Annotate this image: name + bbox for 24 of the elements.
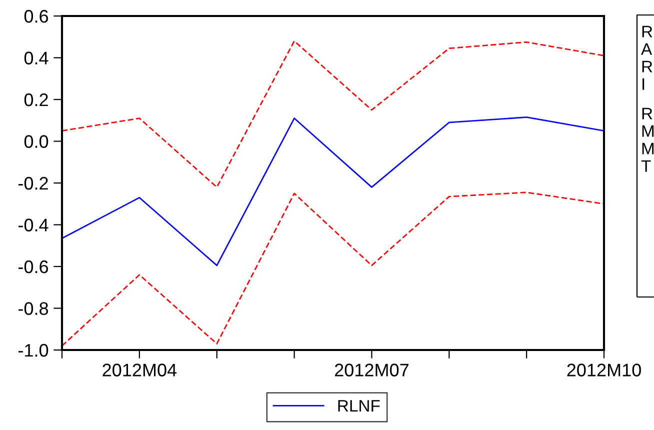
y-tick-label: -0.2 xyxy=(18,176,48,190)
y-tick-label: -0.6 xyxy=(18,260,48,274)
legend-label: RLNF xyxy=(338,400,380,412)
text: R xyxy=(642,108,652,120)
text: M xyxy=(642,125,654,137)
text: R xyxy=(642,26,652,38)
y-tick-label: 0.0 xyxy=(24,135,48,148)
text: A xyxy=(641,43,652,55)
y-tick-label: 0.2 xyxy=(24,93,48,106)
y-tick-label: -0.4 xyxy=(18,218,48,232)
line-series xyxy=(62,116,604,266)
line-series xyxy=(62,40,604,188)
text: M xyxy=(642,142,654,154)
y-tick-label: -0.8 xyxy=(18,302,48,315)
x-tick-label: 2012M10 xyxy=(567,364,641,376)
text: T xyxy=(641,160,651,172)
y-tick-label: 0.6 xyxy=(24,10,48,23)
x-tick-label: 2012M04 xyxy=(102,364,177,376)
text: I xyxy=(642,78,644,90)
text: R xyxy=(642,60,652,72)
y-tick-label: -1.0 xyxy=(18,344,48,357)
line-series xyxy=(62,192,604,347)
x-tick-label: 2012M07 xyxy=(334,364,408,376)
y-tick-label: 0.4 xyxy=(24,52,48,64)
